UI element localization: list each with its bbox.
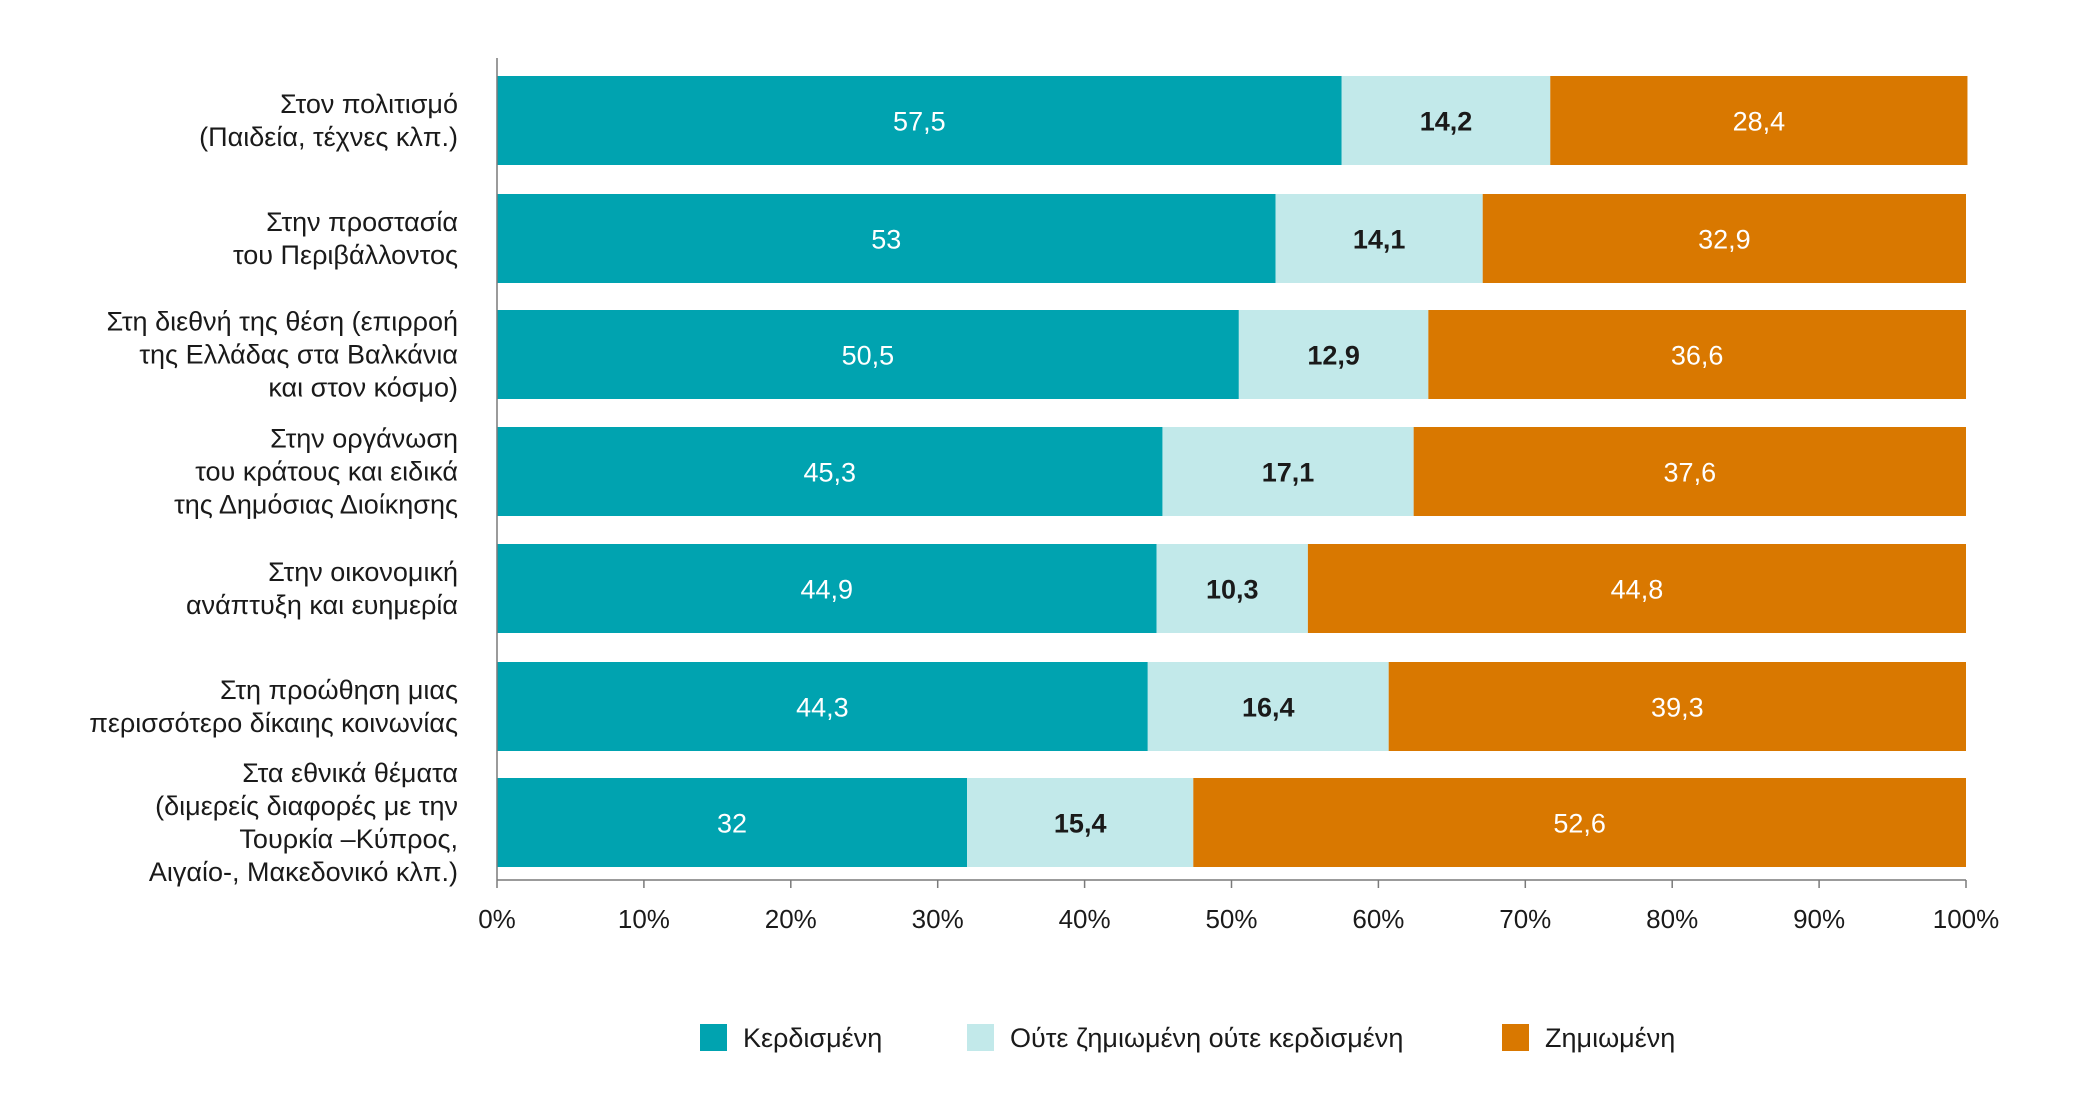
x-tick-label: 90% (1793, 904, 1845, 934)
category-label: Στη προώθηση μιας (220, 675, 458, 705)
data-label: 37,6 (1664, 458, 1717, 488)
category-label: περισσότερο δίκαιης κοινωνίας (89, 708, 458, 738)
bar-2-row-6 (1147, 662, 1389, 751)
data-label: 16,4 (1242, 693, 1295, 723)
legend-label: Κερδισμένη (743, 1023, 882, 1053)
x-tick-label: 50% (1205, 904, 1257, 934)
bar-1-row-2 (497, 194, 1276, 283)
bar-1-row-7 (497, 778, 968, 867)
category-label: Στα εθνικά θέματα (242, 758, 458, 788)
category-label: (Παιδεία, τέχνες κλπ.) (199, 122, 458, 152)
category-label: της Δημόσιας Διοίκησης (174, 490, 458, 520)
data-label: 12,9 (1307, 341, 1360, 371)
data-label: 32,9 (1698, 225, 1751, 255)
category-label: της Ελλάδας στα Βαλκάνια (139, 340, 458, 370)
data-label: 15,4 (1054, 809, 1107, 839)
bar-2-row-5 (1156, 544, 1308, 633)
data-label: 39,3 (1651, 693, 1704, 723)
category-label: ανάπτυξη και ευημερία (186, 590, 458, 620)
category-label: Αιγαίο-, Μακεδονικό κλπ.) (149, 857, 458, 887)
bar-3-row-5 (1307, 544, 1966, 633)
x-tick-label: 60% (1352, 904, 1404, 934)
bar-2-row-4 (1162, 427, 1414, 516)
bar-3-row-4 (1413, 427, 1966, 516)
bar-1-row-4 (497, 427, 1163, 516)
data-label: 52,6 (1553, 809, 1606, 839)
data-label: 57,5 (893, 107, 946, 137)
x-tick-label: 40% (1059, 904, 1111, 934)
bar-1-row-5 (497, 544, 1157, 633)
bar-3-row-3 (1428, 310, 1966, 399)
data-label: 44,8 (1611, 575, 1664, 605)
legend-swatch (967, 1024, 994, 1051)
x-tick-label: 80% (1646, 904, 1698, 934)
bar-2-row-2 (1275, 194, 1483, 283)
legend-swatch (1502, 1024, 1529, 1051)
legend-swatch (700, 1024, 727, 1051)
data-label: 10,3 (1206, 575, 1259, 605)
bar-1-row-1 (497, 76, 1342, 165)
bar-3-row-7 (1193, 778, 1966, 867)
bar-3-row-2 (1482, 194, 1966, 283)
legend-label: Ούτε ζημιωμένη ούτε κερδισμένη (1010, 1023, 1403, 1053)
bar-1-row-6 (497, 662, 1148, 751)
data-label: 28,4 (1733, 107, 1786, 137)
category-label: Στη διεθνή της θέση (επιρροή (106, 307, 458, 337)
data-label: 32 (717, 809, 747, 839)
category-label: Τουρκία –Κύπρος, (239, 824, 458, 854)
bar-3-row-6 (1388, 662, 1966, 751)
category-label: Στην οικονομική (268, 557, 458, 587)
data-label: 45,3 (803, 458, 856, 488)
x-tick-label: 0% (478, 904, 516, 934)
x-tick-label: 10% (618, 904, 670, 934)
data-label: 53 (871, 225, 901, 255)
data-label: 14,1 (1353, 225, 1406, 255)
x-tick-label: 20% (765, 904, 817, 934)
data-label: 14,2 (1420, 107, 1473, 137)
bar-1-row-3 (497, 310, 1239, 399)
x-tick-label: 30% (912, 904, 964, 934)
bar-3-row-1 (1550, 76, 1968, 165)
bar-2-row-1 (1341, 76, 1551, 165)
x-tick-label: 70% (1499, 904, 1551, 934)
category-label: του Περιβάλλοντος (233, 240, 458, 270)
x-tick-label: 100% (1933, 904, 2000, 934)
data-label: 17,1 (1262, 458, 1315, 488)
data-label: 44,3 (796, 693, 849, 723)
legend-label: Ζημιωμένη (1545, 1023, 1675, 1053)
bar-2-row-3 (1238, 310, 1429, 399)
bar-2-row-7 (967, 778, 1194, 867)
category-label: Στην οργάνωση (270, 424, 458, 454)
category-label: Στην προστασία (266, 207, 458, 237)
data-label: 50,5 (842, 341, 895, 371)
category-label: και στον κόσμο) (268, 373, 458, 403)
category-label: (διμερείς διαφορές με την (155, 791, 458, 821)
data-label: 36,6 (1671, 341, 1724, 371)
data-label: 44,9 (801, 575, 854, 605)
category-label: Στον πολιτισμό (280, 89, 458, 119)
category-label: του κράτους και ειδικά (195, 457, 458, 487)
